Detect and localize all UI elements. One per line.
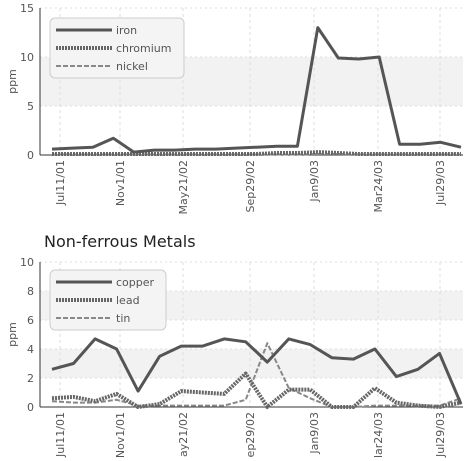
ferrous-chart: 0 5 10 15 Jul11/01 Nov1/01 May21/02 Sep29/02 Jan… [6,2,463,214]
y-tick-label: 0 [27,401,34,414]
x-tick-label: Jan9/03 [308,412,321,455]
x-tick-label: Jul11/01 [54,412,67,458]
legend-box [49,17,185,79]
y-tick-label: 6 [27,314,34,327]
chart-title: Non-ferrous Metals [44,232,196,251]
x-tick-label: Jul11/01 [54,160,67,206]
x-tick-label: May21/02 [177,160,190,214]
y-axis-label: ppm [6,69,19,94]
series-line-iron [51,26,462,154]
x-tick-label: ay21/02 [177,412,190,457]
series-line-tin [51,342,462,408]
series-line-chromium [52,150,461,156]
y-tick-label: 2 [27,372,34,385]
legend-label: copper [116,276,155,289]
legend-label: iron [116,24,137,37]
x-tick-label: Jul29/03 [434,160,447,206]
y-tick-label: 5 [27,100,34,113]
legend-label: nickel [116,60,148,73]
y-tick-label: 8 [27,285,34,298]
y-tick-label: 15 [20,2,34,15]
series-line-lead [51,371,462,409]
x-tick-label: Mar24/03 [372,160,385,212]
legend-label: tin [116,312,130,325]
x-tick-label: lar24/03 [372,412,385,458]
legend-label: lead [116,294,140,307]
x-tick-label: Nov1/01 [114,160,127,206]
x-tick-label: Nov1/01 [114,412,127,458]
y-tick-label: 4 [27,343,34,356]
series-line-copper [51,337,463,405]
x-tick-label: Sep29/02 [244,160,257,212]
y-tick-label: 0 [27,149,34,162]
y-tick-label: 10 [20,256,34,269]
x-tick-label: Jul29/03 [434,412,447,458]
grid-band [40,349,463,378]
y-tick-label: 10 [20,51,34,64]
non-ferrous-chart: 0 2 4 6 8 10 Jul11/01 Nov1/01 ay21/02 ep29/02 Jan9… [6,256,463,458]
y-axis-label: ppm [6,322,19,347]
legend-label: chromium [116,42,172,55]
x-tick-label: Jan9/03 [308,160,321,203]
x-tick-label: ep29/02 [244,412,257,457]
